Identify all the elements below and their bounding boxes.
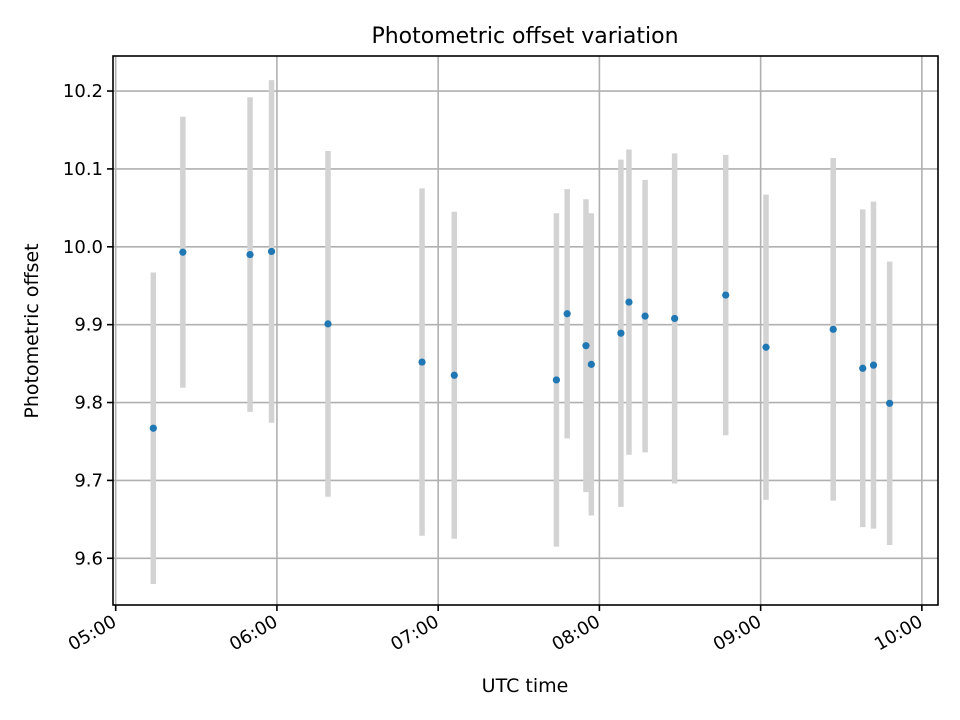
- y-tick-label: 9.7: [74, 470, 103, 491]
- x-tick-label: 10:00: [871, 611, 926, 655]
- data-point: [859, 364, 867, 372]
- y-tick-label: 10.1: [63, 159, 103, 180]
- y-tick-label: 9.6: [74, 548, 103, 569]
- data-point: [886, 399, 894, 407]
- y-tick-label: 9.8: [74, 393, 103, 414]
- error-bars: [150, 80, 893, 584]
- data-point: [869, 361, 878, 369]
- data-point: [762, 343, 770, 351]
- data-point: [641, 312, 649, 320]
- data-point: [582, 342, 590, 350]
- data-point: [324, 320, 332, 328]
- data-point: [671, 314, 679, 323]
- data-point: [587, 360, 595, 368]
- data-point: [563, 310, 571, 318]
- x-tick-label: 05:00: [65, 611, 120, 655]
- x-tick-label: 06:00: [226, 611, 281, 655]
- y-tick-label: 10.2: [63, 81, 103, 102]
- data-point: [179, 248, 187, 256]
- data-point: [450, 371, 458, 379]
- data-point: [722, 291, 730, 299]
- x-tick-label: 09:00: [710, 611, 765, 655]
- data-point: [625, 298, 633, 306]
- y-tick-label: 10.0: [63, 237, 103, 258]
- chart-title: Photometric offset variation: [371, 24, 678, 49]
- data-point: [267, 247, 276, 256]
- data-point: [418, 358, 426, 366]
- x-tick-label: 07:00: [387, 611, 442, 655]
- y-axis-ticks: 9.6 9.7 9.8 9.9 10.0 10.1 10.2: [63, 81, 113, 569]
- x-axis-label: UTC time: [482, 675, 569, 697]
- plot-frame: [112, 55, 939, 606]
- data-point: [617, 329, 625, 337]
- x-axis-ticks: 05:00 06:00 07:00 08:00 09:00 10:00: [65, 605, 926, 655]
- y-axis-label: Photometric offset: [21, 243, 43, 418]
- data-points: [149, 247, 894, 432]
- data-point: [149, 424, 157, 432]
- data-point: [829, 325, 837, 333]
- y-tick-label: 9.9: [74, 315, 103, 336]
- data-point: [552, 376, 561, 384]
- data-point: [246, 250, 254, 259]
- grid-lines: [113, 56, 938, 605]
- x-tick-label: 08:00: [548, 611, 603, 655]
